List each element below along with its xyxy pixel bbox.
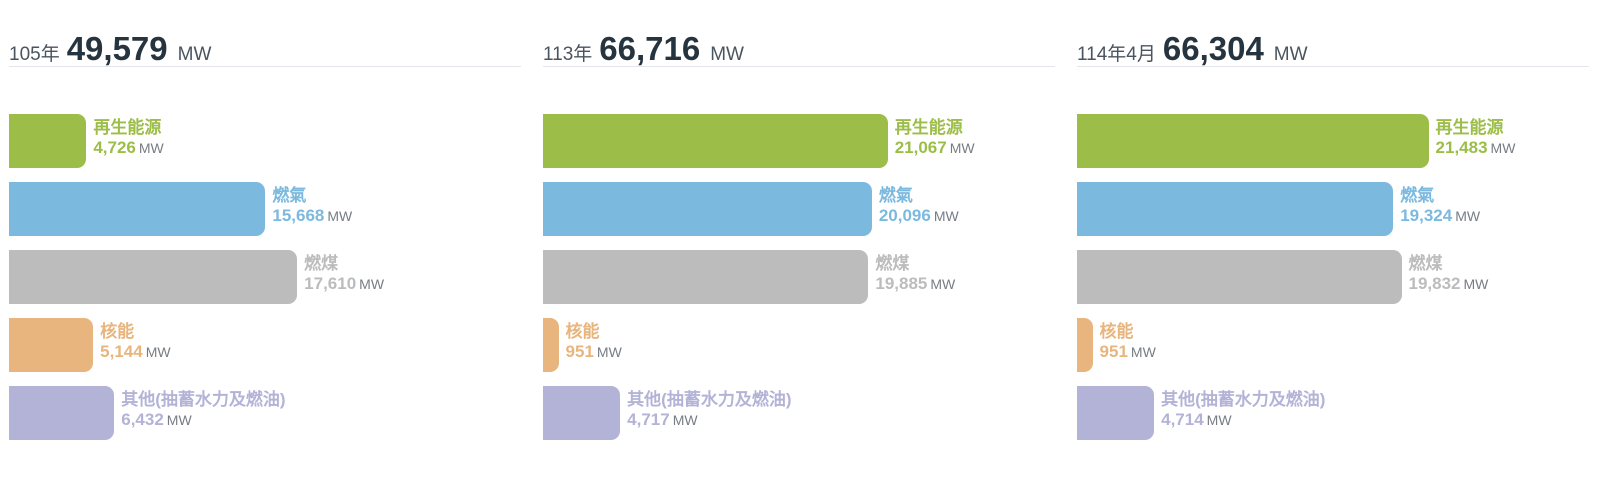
source-value: 4,714 <box>1161 410 1204 429</box>
bar-nuclear <box>543 318 559 372</box>
source-name: 其他(抽蓄水力及燃油) <box>627 390 792 409</box>
source-unit: MW <box>933 208 959 224</box>
source-name: 再生能源 <box>93 118 162 137</box>
panel-113: 113年 66,716 MW 再生能源 21,067 MW 燃氣 20,096 MW 燃煤 1… <box>543 0 1055 484</box>
bar-nuclear <box>9 318 94 372</box>
bar-label-nuclear: 核能 951 MW <box>566 322 622 363</box>
source-value: 21,483 <box>1435 138 1488 157</box>
source-value: 19,832 <box>1408 274 1461 293</box>
bar-other <box>9 386 115 440</box>
bar-label-renewable: 再生能源 4,726 MW <box>93 118 163 159</box>
source-unit: MW <box>1490 140 1516 156</box>
source-value: 4,717 <box>627 410 670 429</box>
source-value: 19,885 <box>875 274 928 293</box>
source-unit: MW <box>596 344 622 360</box>
bar-label-nuclear: 核能 951 MW <box>1100 322 1156 363</box>
source-value: 5,144 <box>100 342 143 361</box>
bar-other <box>1077 386 1155 440</box>
source-unit: MW <box>166 412 192 428</box>
bar-label-gas: 燃氣 20,096 MW <box>879 186 959 227</box>
source-value: 951 <box>1099 342 1128 361</box>
total-unit: MW <box>1273 44 1308 65</box>
total-capacity: 49,579 <box>66 30 168 67</box>
source-value: 20,096 <box>878 206 931 225</box>
panel-header: 114年4月 66,304 MW <box>1077 30 1589 67</box>
bar-label-renewable: 再生能源 21,483 MW <box>1436 118 1516 159</box>
total-unit: MW <box>710 44 744 65</box>
source-value: 19,324 <box>1400 206 1453 225</box>
bar-coal <box>1077 250 1402 304</box>
bar-label-other: 其他(抽蓄水力及燃油) 6,432 MW <box>121 390 285 431</box>
source-name: 燃煤 <box>1408 254 1443 273</box>
bar-other <box>543 386 621 440</box>
source-unit: MW <box>930 276 956 292</box>
source-unit: MW <box>1206 412 1232 428</box>
bar-renewable <box>9 114 87 168</box>
source-name: 再生能源 <box>894 118 963 137</box>
source-name: 燃氣 <box>1400 186 1435 205</box>
source-name: 燃氣 <box>878 186 913 205</box>
bar-label-gas: 燃氣 19,324 MW <box>1400 186 1480 227</box>
source-name: 核能 <box>100 322 135 341</box>
total-capacity: 66,304 <box>1162 30 1264 67</box>
bar-gas <box>543 182 872 236</box>
source-name: 其他(抽蓄水力及燃油) <box>121 390 286 409</box>
bar-group: 再生能源 4,726 MW 燃氣 15,668 MW 燃煤 17,610 MW 核能 5,144 MW… <box>9 0 521 484</box>
source-unit: MW <box>672 412 698 428</box>
source-value: 951 <box>565 342 594 361</box>
source-value: 21,067 <box>894 138 947 157</box>
source-name: 燃煤 <box>875 254 910 273</box>
bar-label-coal: 燃煤 17,610 MW <box>304 254 384 295</box>
panel-114-apr: 114年4月 66,304 MW 再生能源 21,483 MW 燃氣 19,324 MW 燃… <box>1077 0 1589 484</box>
bar-label-nuclear: 核能 5,144 MW <box>100 322 170 363</box>
source-unit: MW <box>145 344 171 360</box>
source-value: 4,726 <box>93 138 136 157</box>
source-unit: MW <box>1455 208 1481 224</box>
period-label: 113年 <box>543 44 593 65</box>
period-label: 105年 <box>9 44 60 65</box>
bar-label-renewable: 再生能源 21,067 MW <box>895 118 975 159</box>
bar-label-other: 其他(抽蓄水力及燃油) 4,717 MW <box>627 390 791 431</box>
source-name: 核能 <box>1099 322 1134 341</box>
total-unit: MW <box>177 44 212 65</box>
source-value: 17,610 <box>304 274 357 293</box>
source-unit: MW <box>327 208 353 224</box>
bar-group: 再生能源 21,067 MW 燃氣 20,096 MW 燃煤 19,885 MW 核能 951 MW 其… <box>543 0 1055 484</box>
total-capacity: 66,716 <box>599 30 701 67</box>
panel-header: 113年 66,716 MW <box>543 30 1055 67</box>
panel-105: 105年 49,579 MW 再生能源 4,726 MW 燃氣 15,668 MW 燃煤 17… <box>9 0 521 484</box>
period-label: 114年4月 <box>1077 44 1156 65</box>
source-name: 再生能源 <box>1435 118 1504 137</box>
source-unit: MW <box>949 140 975 156</box>
source-unit: MW <box>138 140 164 156</box>
bar-label-coal: 燃煤 19,832 MW <box>1409 254 1489 295</box>
bar-gas <box>1077 182 1394 236</box>
bar-gas <box>9 182 266 236</box>
bar-coal <box>543 250 869 304</box>
source-name: 核能 <box>565 322 600 341</box>
bar-label-coal: 燃煤 19,885 MW <box>875 254 955 295</box>
bar-label-other: 其他(抽蓄水力及燃油) 4,714 MW <box>1161 390 1325 431</box>
source-name: 燃氣 <box>272 186 307 205</box>
bar-label-gas: 燃氣 15,668 MW <box>272 186 352 227</box>
source-name: 其他(抽蓄水力及燃油) <box>1161 390 1326 409</box>
source-unit: MW <box>1130 344 1156 360</box>
bar-coal <box>9 250 298 304</box>
panel-header: 105年 49,579 MW <box>9 30 521 67</box>
bar-nuclear <box>1077 318 1093 372</box>
bar-renewable <box>543 114 888 168</box>
source-name: 燃煤 <box>304 254 339 273</box>
source-value: 15,668 <box>272 206 325 225</box>
source-unit: MW <box>1463 276 1489 292</box>
bar-renewable <box>1077 114 1429 168</box>
source-unit: MW <box>359 276 385 292</box>
source-value: 6,432 <box>121 410 164 429</box>
bar-group: 再生能源 21,483 MW 燃氣 19,324 MW 燃煤 19,832 MW 核能 951 MW 其… <box>1077 0 1589 484</box>
